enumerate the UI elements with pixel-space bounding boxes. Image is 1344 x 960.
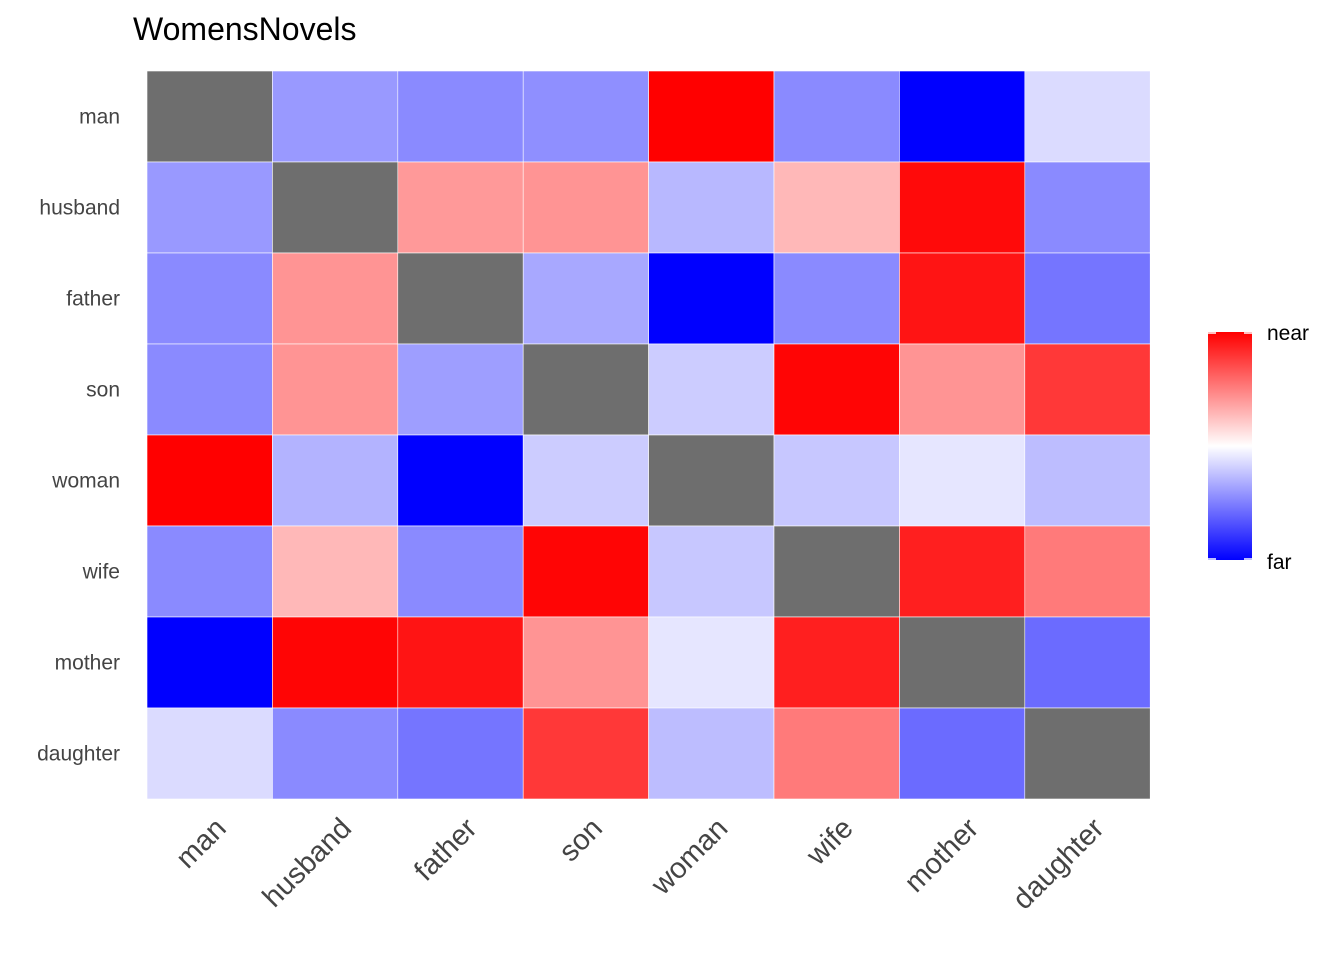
heatmap-cell-man-husband xyxy=(272,70,399,163)
legend-label-near: near xyxy=(1267,322,1309,345)
heatmap-cell-man-father xyxy=(397,70,524,163)
heatmap-cell-man-wife xyxy=(773,70,900,163)
y-tick-label: wife xyxy=(82,561,120,584)
y-tick-label: father xyxy=(66,288,120,311)
x-tick-label: woman xyxy=(645,812,734,901)
heatmap-cell-mother-wife xyxy=(773,616,900,709)
color-legend: near far xyxy=(1208,322,1309,574)
heatmap-cell-man-mother xyxy=(899,70,1026,163)
heatmap-cell-mother-father xyxy=(397,616,524,709)
heatmap-cell-father-mother xyxy=(899,252,1026,345)
x-axis-labels: man husband father son woman wife mother daught… xyxy=(170,812,1111,916)
heatmap-cell-father-son xyxy=(522,252,649,345)
heatmap-cell-mother-mother xyxy=(899,616,1026,709)
chart-title: WomensNovels xyxy=(133,11,356,47)
y-tick-label: daughter xyxy=(37,743,120,766)
heatmap-cell-father-woman xyxy=(648,252,775,345)
heatmap-cell-father-father xyxy=(397,252,524,345)
heatmap-cell-daughter-daughter xyxy=(1024,707,1151,800)
heatmap-cell-man-daughter xyxy=(1024,70,1151,163)
heatmap-cell-woman-son xyxy=(522,434,649,527)
heatmap-cell-father-wife xyxy=(773,252,900,345)
y-tick-label: husband xyxy=(39,197,120,220)
heatmap-cell-daughter-husband xyxy=(272,707,399,800)
heatmap-cell-son-woman xyxy=(648,343,775,436)
heatmap-cell-husband-wife xyxy=(773,161,900,254)
heatmap-cell-father-husband xyxy=(272,252,399,345)
x-tick-label: husband xyxy=(257,812,358,913)
heatmap-cell-wife-wife xyxy=(773,525,900,618)
heatmap-cell-woman-father xyxy=(397,434,524,527)
heatmap-cell-wife-son xyxy=(522,525,649,618)
heatmap-cell-wife-mother xyxy=(899,525,1026,618)
y-tick-label: mother xyxy=(55,652,120,675)
heatmap-cell-wife-man xyxy=(146,525,273,618)
heatmap-cell-woman-woman xyxy=(648,434,775,527)
heatmap-cell-daughter-mother xyxy=(899,707,1026,800)
heatmap-cell-mother-son xyxy=(522,616,649,709)
heatmap-cell-wife-woman xyxy=(648,525,775,618)
heatmap-cells xyxy=(146,70,1151,800)
y-tick-label: man xyxy=(79,106,120,129)
heatmap-cell-daughter-woman xyxy=(648,707,775,800)
heatmap-cell-woman-mother xyxy=(899,434,1026,527)
heatmap-cell-mother-husband xyxy=(272,616,399,709)
heatmap-cell-woman-daughter xyxy=(1024,434,1151,527)
heatmap-cell-husband-son xyxy=(522,161,649,254)
heatmap-cell-mother-woman xyxy=(648,616,775,709)
heatmap-cell-wife-daughter xyxy=(1024,525,1151,618)
heatmap-cell-husband-husband xyxy=(272,161,399,254)
heatmap-cell-husband-woman xyxy=(648,161,775,254)
heatmap-cell-father-man xyxy=(146,252,273,345)
x-tick-label: son xyxy=(553,812,609,868)
heatmap-cell-son-father xyxy=(397,343,524,436)
x-tick-label: wife xyxy=(800,812,860,872)
y-tick-label: son xyxy=(86,379,120,402)
x-tick-label: father xyxy=(408,812,483,887)
heatmap-cell-woman-wife xyxy=(773,434,900,527)
heatmap-cell-son-wife xyxy=(773,343,900,436)
heatmap-cell-husband-mother xyxy=(899,161,1026,254)
heatmap-cell-daughter-father xyxy=(397,707,524,800)
x-tick-label: daughter xyxy=(1007,812,1111,916)
heatmap-cell-woman-husband xyxy=(272,434,399,527)
heatmap-cell-mother-daughter xyxy=(1024,616,1151,709)
legend-colorbar xyxy=(1208,332,1252,560)
heatmap-cell-son-husband xyxy=(272,343,399,436)
x-tick-label: mother xyxy=(899,812,986,899)
heatmap-cell-man-man xyxy=(146,70,273,163)
x-tick-label: man xyxy=(170,812,233,875)
heatmap-cell-woman-man xyxy=(146,434,273,527)
heatmap-cell-wife-husband xyxy=(272,525,399,618)
heatmap-cell-daughter-son xyxy=(522,707,649,800)
heatmap-cell-wife-father xyxy=(397,525,524,618)
heatmap-cell-father-daughter xyxy=(1024,252,1151,345)
heatmap-cell-daughter-wife xyxy=(773,707,900,800)
heatmap-cell-son-man xyxy=(146,343,273,436)
heatmap-cell-son-mother xyxy=(899,343,1026,436)
heatmap-cell-man-woman xyxy=(648,70,775,163)
heatmap-cell-mother-man xyxy=(146,616,273,709)
heatmap-cell-husband-daughter xyxy=(1024,161,1151,254)
heatmap-cell-son-daughter xyxy=(1024,343,1151,436)
y-tick-label: woman xyxy=(51,470,120,493)
heatmap-cell-husband-father xyxy=(397,161,524,254)
heatmap-cell-son-son xyxy=(522,343,649,436)
heatmap-cell-husband-man xyxy=(146,161,273,254)
heatmap-cell-man-son xyxy=(522,70,649,163)
legend-label-far: far xyxy=(1267,551,1292,574)
y-axis-labels: man husband father son woman wife mother daught… xyxy=(37,106,120,766)
heatmap-cell-daughter-man xyxy=(146,707,273,800)
